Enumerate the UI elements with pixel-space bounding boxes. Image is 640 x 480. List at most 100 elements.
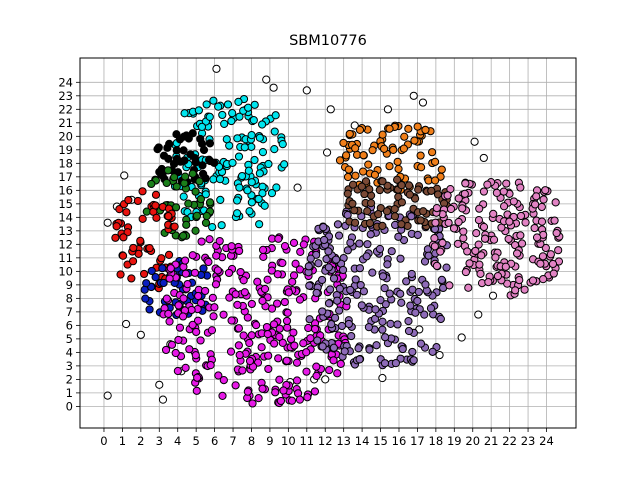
data-point (351, 275, 360, 284)
data-point (172, 154, 182, 164)
data-point (416, 151, 425, 160)
data-point (165, 317, 174, 326)
data-point (356, 280, 365, 290)
outlier-point (378, 373, 387, 383)
data-point (449, 224, 459, 233)
data-point (190, 268, 200, 277)
data-point (245, 356, 255, 366)
outlier-point (470, 137, 479, 146)
data-point (404, 317, 413, 326)
data-point (396, 289, 405, 298)
data-point (205, 112, 214, 121)
y-tick-label: 13 (58, 224, 73, 238)
data-point (345, 129, 354, 139)
outlier-point (418, 98, 428, 107)
data-point (304, 323, 313, 333)
data-point (119, 233, 128, 242)
data-point (365, 345, 374, 354)
data-point (292, 376, 302, 385)
data-point (528, 276, 538, 285)
plot-area-frame (79, 57, 577, 429)
data-point (509, 197, 518, 206)
y-tick-label: 8 (66, 291, 73, 305)
data-point (141, 294, 150, 303)
outlier-point (269, 83, 278, 92)
x-tick-label: 16 (392, 434, 407, 448)
data-point (282, 356, 291, 365)
outlier-point (103, 391, 112, 400)
data-point (209, 175, 218, 184)
data-point (365, 219, 375, 228)
data-point (314, 259, 323, 268)
data-point (554, 246, 563, 255)
data-point (210, 303, 219, 312)
data-point (197, 237, 206, 246)
data-point (115, 205, 124, 214)
data-point (489, 235, 499, 244)
data-point (459, 227, 468, 236)
data-point (387, 247, 396, 256)
data-point (461, 267, 470, 277)
data-point (245, 338, 254, 348)
data-point (262, 322, 272, 332)
data-point (324, 263, 333, 272)
data-point (212, 251, 221, 260)
x-tick-label: 4 (174, 434, 181, 448)
data-point (378, 272, 388, 281)
data-point (386, 319, 395, 328)
data-point (215, 175, 225, 184)
data-point (227, 116, 236, 126)
data-point (360, 189, 369, 199)
x-tick-label: 1 (119, 434, 126, 448)
data-point (516, 231, 525, 240)
x-tick-label: 11 (299, 434, 314, 448)
data-point (342, 151, 351, 160)
data-point (306, 334, 315, 343)
data-point (355, 125, 365, 134)
x-tick-label: 23 (521, 434, 536, 448)
data-point (408, 347, 417, 357)
cluster-points (111, 94, 564, 408)
data-point (378, 221, 387, 230)
data-point (416, 216, 425, 225)
data-point (444, 218, 453, 227)
data-point (414, 185, 423, 194)
data-point (363, 207, 372, 216)
data-point (180, 156, 189, 165)
data-point (231, 290, 240, 299)
data-point (260, 284, 270, 294)
x-tick-label: 6 (211, 434, 218, 448)
data-point (474, 240, 483, 249)
x-tick-label: 0 (100, 434, 107, 448)
data-point (273, 270, 282, 279)
data-point (283, 308, 292, 317)
x-tick-label: 2 (137, 434, 144, 448)
data-point (310, 387, 320, 396)
data-point (329, 343, 338, 352)
data-point (206, 156, 215, 166)
data-point (166, 264, 175, 273)
data-point (454, 217, 463, 227)
data-point (531, 200, 540, 209)
data-point (476, 269, 485, 278)
outlier-point (409, 91, 418, 100)
data-point (458, 204, 467, 213)
data-point (350, 218, 360, 227)
data-point (124, 195, 133, 205)
data-point (238, 366, 247, 375)
data-point (128, 257, 138, 266)
data-point (138, 187, 147, 196)
data-point (336, 359, 345, 368)
data-point (516, 183, 525, 192)
data-point (216, 195, 225, 204)
data-point (477, 251, 486, 260)
data-point (253, 277, 262, 286)
data-point (491, 253, 500, 262)
data-point (344, 165, 353, 174)
data-point (350, 206, 359, 215)
data-point (236, 267, 245, 277)
data-point (240, 288, 249, 297)
data-point (333, 220, 343, 229)
data-point (112, 222, 121, 231)
x-tick-label: 22 (502, 434, 517, 448)
